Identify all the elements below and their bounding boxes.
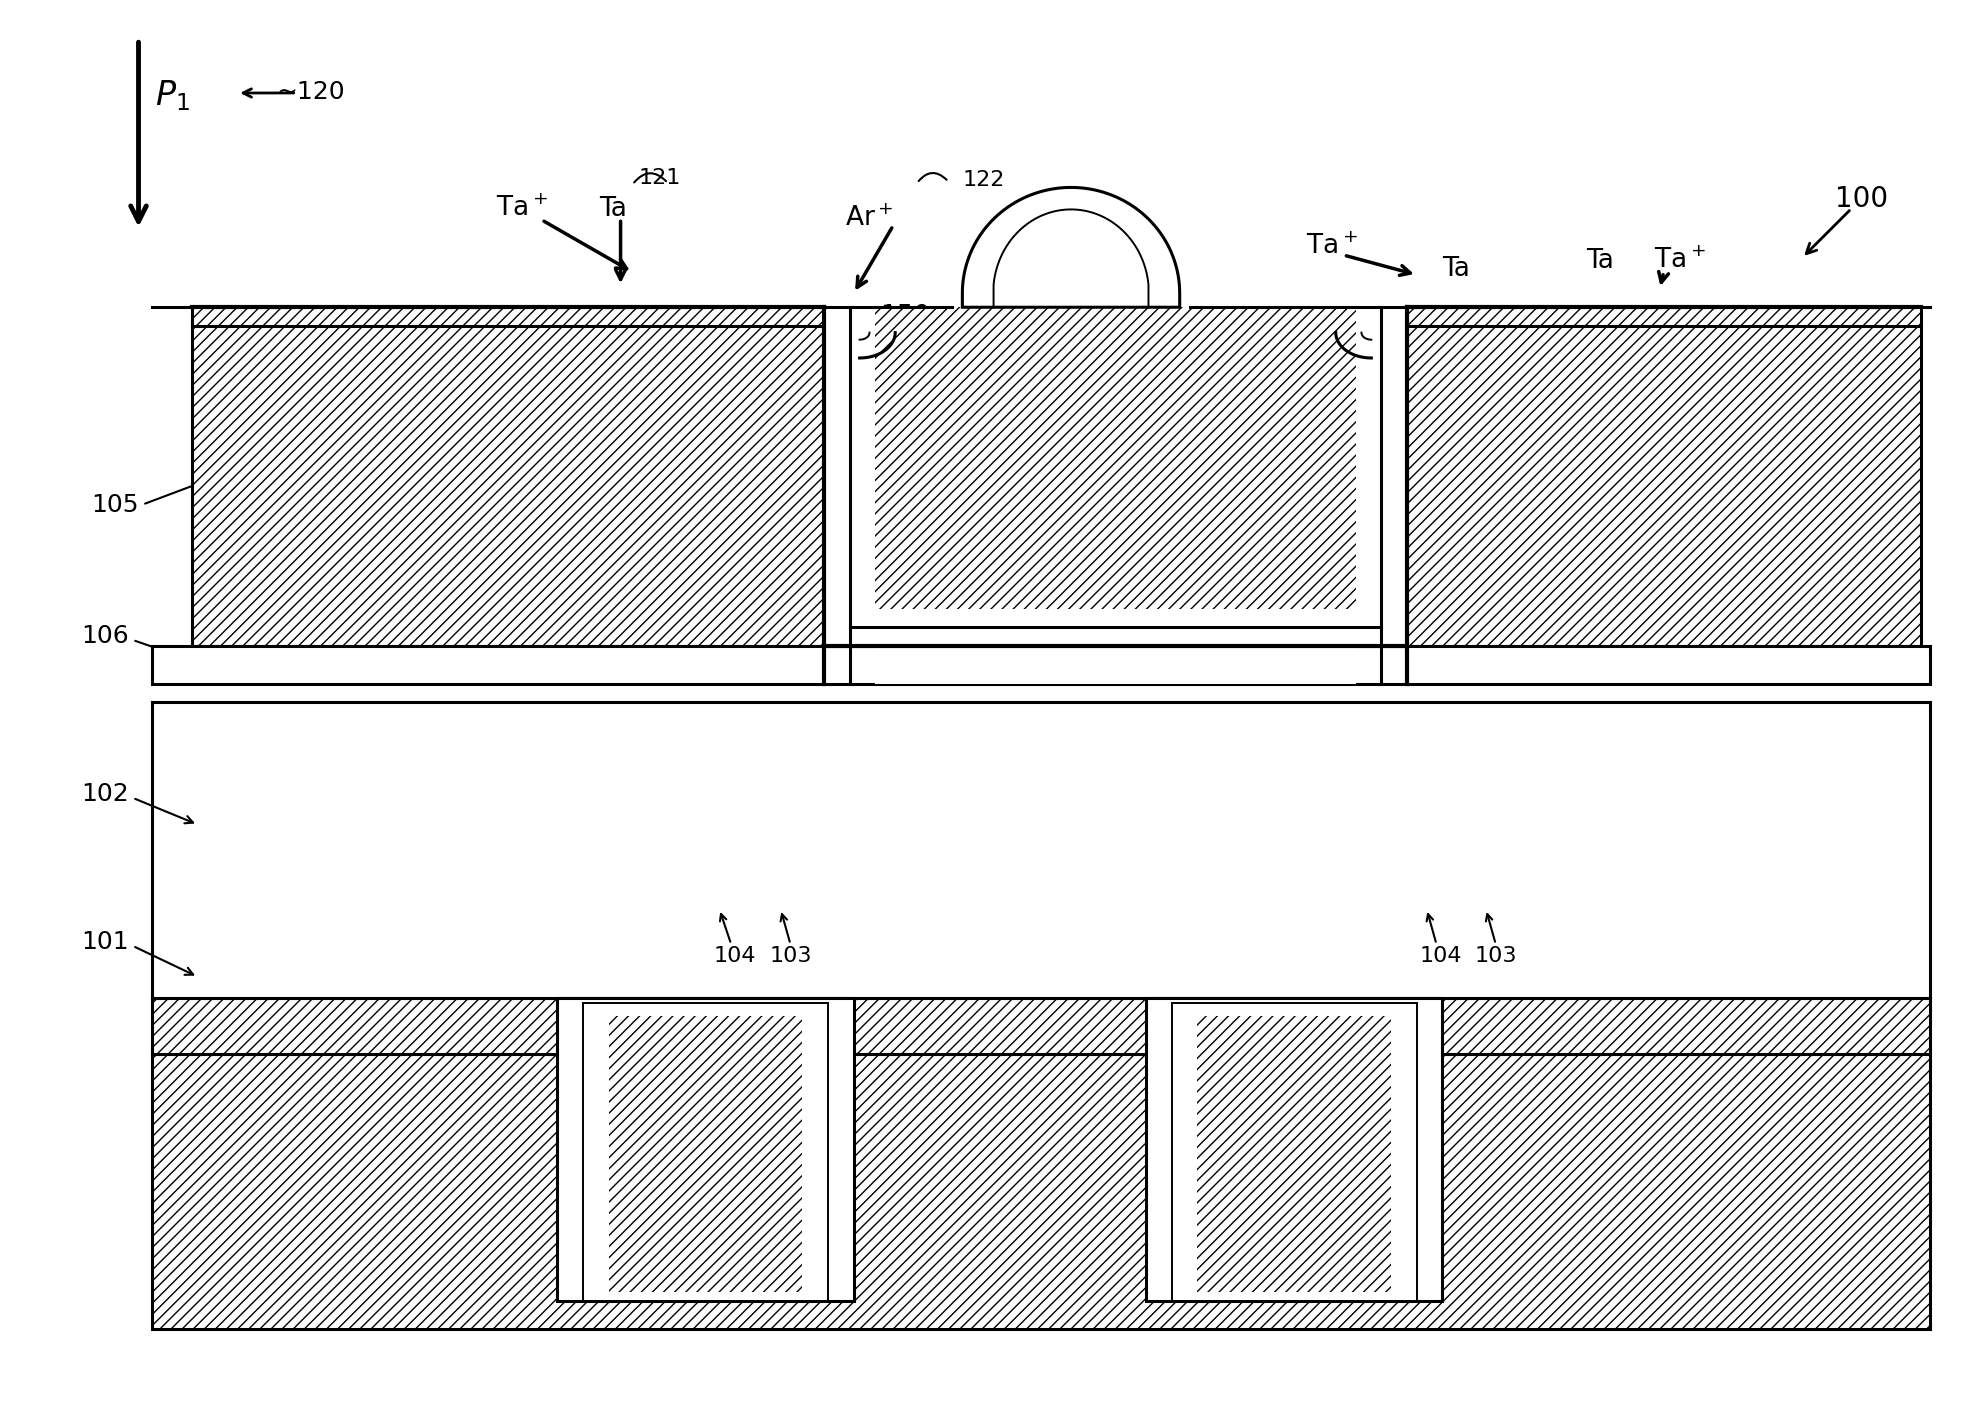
Bar xyxy=(153,1055,1930,1329)
Bar xyxy=(1147,998,1442,1302)
Text: 113: 113 xyxy=(720,413,766,437)
Text: 105: 105 xyxy=(91,492,139,516)
Text: ~120: ~120 xyxy=(276,79,345,104)
Text: 112: 112 xyxy=(331,309,379,333)
Text: 100: 100 xyxy=(1835,184,1889,213)
Bar xyxy=(153,645,1930,683)
Text: 107: 107 xyxy=(682,574,728,598)
Bar xyxy=(1147,998,1442,1302)
Text: 121: 121 xyxy=(639,167,681,187)
Text: 108: 108 xyxy=(984,407,1032,431)
Bar xyxy=(558,998,853,1302)
Text: 103: 103 xyxy=(770,946,811,966)
Text: $P_1$: $P_1$ xyxy=(155,78,190,113)
Text: 102: 102 xyxy=(81,781,129,805)
Bar xyxy=(192,308,823,645)
Bar xyxy=(153,702,558,998)
Text: 103: 103 xyxy=(1474,946,1518,966)
Text: 104: 104 xyxy=(714,946,756,966)
Text: Ta$^+$: Ta$^+$ xyxy=(1305,234,1357,259)
Text: 106: 106 xyxy=(81,624,129,648)
Text: Ta: Ta xyxy=(599,196,627,221)
Bar xyxy=(1173,1004,1417,1302)
Bar xyxy=(558,998,853,1302)
Text: Ta$^+$: Ta$^+$ xyxy=(496,196,548,221)
Bar xyxy=(609,1017,802,1292)
Text: Ar$^+$: Ar$^+$ xyxy=(845,206,893,231)
Text: 122: 122 xyxy=(962,170,1006,190)
Text: Ta$^+$: Ta$^+$ xyxy=(1653,248,1706,274)
Bar xyxy=(1407,308,1921,645)
Text: 107: 107 xyxy=(1262,570,1307,594)
Polygon shape xyxy=(962,187,1180,308)
Text: 150: 150 xyxy=(881,303,930,330)
Bar xyxy=(853,702,1147,998)
Text: Ta: Ta xyxy=(1442,257,1470,282)
Text: 114: 114 xyxy=(684,550,726,570)
Bar xyxy=(823,308,1407,645)
Text: 104: 104 xyxy=(1419,946,1462,966)
Text: 101: 101 xyxy=(81,930,129,953)
Bar xyxy=(583,1004,827,1302)
Bar xyxy=(153,998,1930,1055)
Bar xyxy=(875,308,1355,608)
Bar xyxy=(1198,1017,1391,1292)
Text: 109: 109 xyxy=(1085,481,1127,501)
Bar xyxy=(1442,702,1930,998)
Text: Ta: Ta xyxy=(1587,248,1615,274)
Bar xyxy=(875,645,1355,683)
